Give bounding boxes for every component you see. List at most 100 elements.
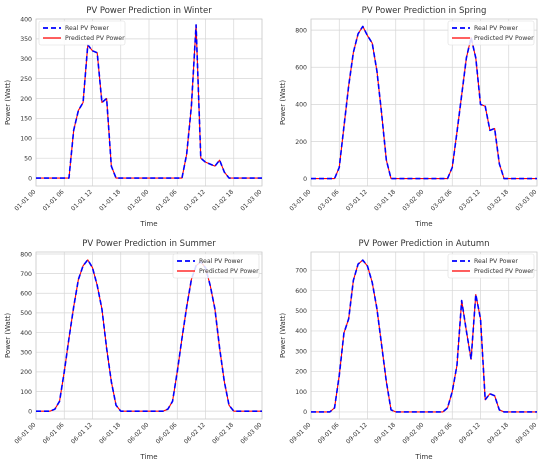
real-pv-power-line	[36, 259, 262, 412]
legend-label: Predicted PV Power	[474, 35, 534, 42]
chart-title: PV Power Prediction in Summer	[82, 239, 216, 249]
real-pv-power-line	[36, 24, 262, 179]
y-tick-label: 0	[28, 408, 32, 415]
x-tick-label: 01-01 18	[98, 188, 122, 212]
plot-frame	[35, 251, 263, 420]
y-axis-label: Power (Watt)	[4, 313, 12, 358]
legend-label: Real PV Power	[65, 25, 109, 32]
x-tick-label: 09-02 00	[401, 421, 425, 445]
y-tick-label: 200	[20, 96, 32, 103]
x-tick-label: 06-02 12	[183, 421, 207, 445]
x-axis-label: Time	[139, 453, 157, 461]
x-tick-label: 01-01 06	[42, 188, 66, 212]
legend-box	[172, 253, 260, 279]
x-tick-label: 09-01 18	[373, 421, 397, 445]
x-tick-label: 01-02 18	[211, 188, 235, 212]
chart-svg: PV Power Prediction in Autumn 0 100 200 300 4…	[279, 239, 539, 461]
x-tick-label: 03-02 12	[458, 188, 482, 212]
x-tick-label: 01-02 06	[155, 188, 179, 212]
x-tick-label: 03-02 00	[401, 188, 425, 212]
x-tick-label: 03-01 12	[345, 188, 369, 212]
x-tick-label: 06-02 18	[211, 421, 235, 445]
x-tick-label: 09-01 12	[345, 421, 369, 445]
y-tick-label: 300	[20, 56, 32, 63]
y-tick-label: 200	[295, 369, 307, 376]
x-tick-label: 09-03 00	[514, 421, 538, 445]
y-tick-label: 400	[295, 102, 307, 109]
chart-title: PV Power Prediction in Winter	[86, 6, 212, 16]
y-tick-label: 700	[20, 271, 32, 278]
chart-title: PV Power Prediction in Spring	[362, 6, 487, 16]
x-axis-label: Time	[414, 220, 432, 228]
y-tick-label: 400	[20, 16, 32, 23]
y-tick-label: 800	[295, 27, 307, 34]
legend-label: Predicted PV Power	[199, 268, 259, 275]
y-tick-label: 100	[20, 389, 32, 396]
chart-panel: PV Power Prediction in Winter 0 50 100 150 20…	[0, 0, 275, 232]
chart-svg: PV Power Prediction in Winter 0 50 100 150 20…	[4, 6, 264, 228]
x-tick-label: 06-02 00	[126, 421, 150, 445]
x-tick-label: 03-01 06	[317, 188, 341, 212]
chart-svg: PV Power Prediction in Spring 0 200 400 600 8…	[279, 6, 539, 228]
legend-box	[38, 20, 126, 46]
chart-svg: PV Power Prediction in Summer 0 100 200 300 4…	[4, 239, 264, 461]
x-axis-label: Time	[139, 220, 157, 228]
x-tick-label: 01-03 00	[239, 188, 263, 212]
y-tick-label: 300	[20, 350, 32, 357]
y-tick-label: 150	[20, 116, 32, 123]
x-tick-label: 03-02 18	[486, 188, 510, 212]
y-tick-label: 100	[295, 389, 307, 396]
y-axis-label: Power (Watt)	[4, 80, 12, 125]
y-tick-label: 400	[20, 330, 32, 337]
x-tick-label: 09-01 00	[288, 421, 312, 445]
legend-label: Real PV Power	[474, 25, 518, 32]
plot-frame	[35, 18, 263, 187]
x-tick-label: 03-01 00	[288, 188, 312, 212]
legend-label: Real PV Power	[199, 258, 243, 265]
plot-frame	[310, 18, 538, 187]
x-tick-label: 09-02 18	[486, 421, 510, 445]
y-tick-label: 300	[295, 348, 307, 355]
y-tick-label: 0	[28, 175, 32, 182]
x-tick-label: 01-01 00	[13, 188, 37, 212]
y-tick-label: 600	[20, 291, 32, 298]
real-pv-power-line	[311, 25, 537, 180]
x-tick-label: 06-01 18	[98, 421, 122, 445]
x-tick-label: 06-03 00	[239, 421, 263, 445]
x-tick-label: 09-02 12	[458, 421, 482, 445]
legend-label: Real PV Power	[474, 258, 518, 265]
x-tick-label: 06-01 06	[42, 421, 66, 445]
y-tick-label: 0	[303, 409, 307, 416]
x-tick-label: 09-02 06	[430, 421, 454, 445]
x-tick-label: 01-01 12	[70, 188, 94, 212]
plot-frame	[310, 251, 538, 420]
y-tick-label: 600	[295, 288, 307, 295]
x-tick-label: 01-02 00	[126, 188, 150, 212]
x-tick-label: 01-02 12	[183, 188, 207, 212]
x-axis-label: Time	[414, 453, 432, 461]
y-tick-label: 700	[295, 268, 307, 275]
legend-label: Predicted PV Power	[65, 35, 125, 42]
y-tick-label: 500	[20, 310, 32, 317]
y-tick-label: 50	[24, 155, 32, 162]
y-axis-label: Power (Watt)	[279, 313, 287, 358]
y-tick-label: 600	[295, 65, 307, 72]
y-axis-label: Power (Watt)	[279, 80, 287, 125]
chart-panel: PV Power Prediction in Autumn 0 100 200 300 4…	[275, 233, 550, 465]
y-tick-label: 200	[20, 369, 32, 376]
legend-box	[447, 20, 535, 46]
x-tick-label: 06-01 12	[70, 421, 94, 445]
y-tick-label: 800	[20, 251, 32, 258]
x-tick-label: 06-02 06	[155, 421, 179, 445]
y-tick-label: 250	[20, 76, 32, 83]
y-tick-label: 500	[295, 308, 307, 315]
y-tick-label: 0	[303, 176, 307, 183]
y-tick-label: 100	[20, 136, 32, 143]
chart-panel: PV Power Prediction in Summer 0 100 200 300 4…	[0, 233, 275, 465]
chart-panel: PV Power Prediction in Spring 0 200 400 600 8…	[275, 0, 550, 232]
x-tick-label: 03-02 06	[430, 188, 454, 212]
y-tick-label: 400	[295, 328, 307, 335]
x-tick-label: 03-03 00	[514, 188, 538, 212]
x-tick-label: 03-01 18	[373, 188, 397, 212]
